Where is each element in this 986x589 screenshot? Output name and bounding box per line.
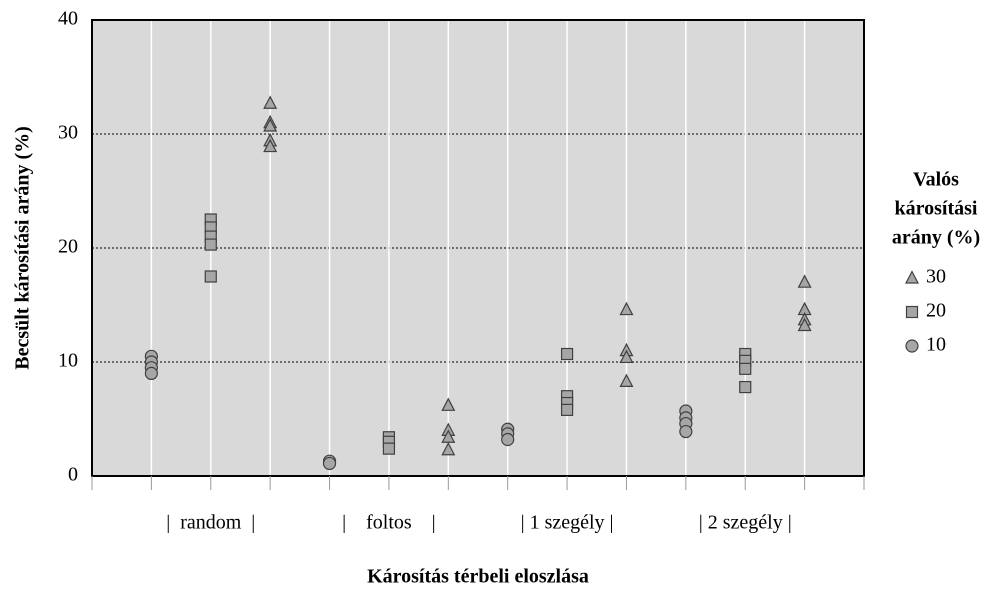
square-marker (382, 442, 396, 455)
square-marker (905, 305, 919, 319)
y-tick-label: 20 (58, 236, 78, 258)
legend-label: 10 (926, 334, 946, 356)
group-label: | 2 szegély | (699, 512, 792, 534)
square-marker (739, 362, 752, 375)
y-tick-label: 40 (58, 8, 78, 30)
circle-marker (501, 432, 515, 447)
y-axis-title: Becsült károsítási arány (%) (12, 126, 34, 370)
triangle-marker (441, 397, 456, 411)
group-label: | 1 szegély | (521, 512, 614, 534)
square-marker (739, 380, 752, 394)
legend-title: arány (%) (892, 227, 980, 249)
circle-marker (322, 456, 337, 471)
square-marker (204, 270, 217, 283)
triangle-marker (441, 441, 456, 456)
triangle-marker (905, 270, 919, 284)
triangle-marker (619, 349, 634, 364)
x-axis-title: Károsítás térbeli eloszlása (367, 566, 589, 588)
legend-title: Valós (913, 169, 959, 191)
legend-label: 20 (926, 300, 946, 322)
y-tick-label: 10 (58, 350, 78, 372)
y-tick-label: 0 (68, 464, 78, 486)
legend-title: károsítási (895, 198, 978, 220)
y-tick-label: 30 (58, 122, 78, 144)
triangle-marker (619, 373, 634, 387)
plot-border (91, 19, 865, 477)
group-label: | random | (166, 512, 255, 534)
square-marker (560, 347, 574, 361)
triangle-marker (797, 317, 812, 332)
triangle-marker (263, 138, 278, 153)
triangle-marker (263, 95, 278, 109)
square-marker (204, 238, 217, 251)
triangle-marker (263, 118, 278, 132)
square-marker (560, 403, 574, 416)
marks (144, 95, 812, 471)
circle-marker (679, 424, 693, 439)
triangle-marker (619, 301, 634, 316)
triangle-marker (797, 274, 812, 288)
circle-marker (905, 339, 919, 353)
legend-label: 30 (926, 266, 946, 288)
circle-marker (144, 366, 158, 380)
group-label: | foltos | (342, 512, 436, 534)
